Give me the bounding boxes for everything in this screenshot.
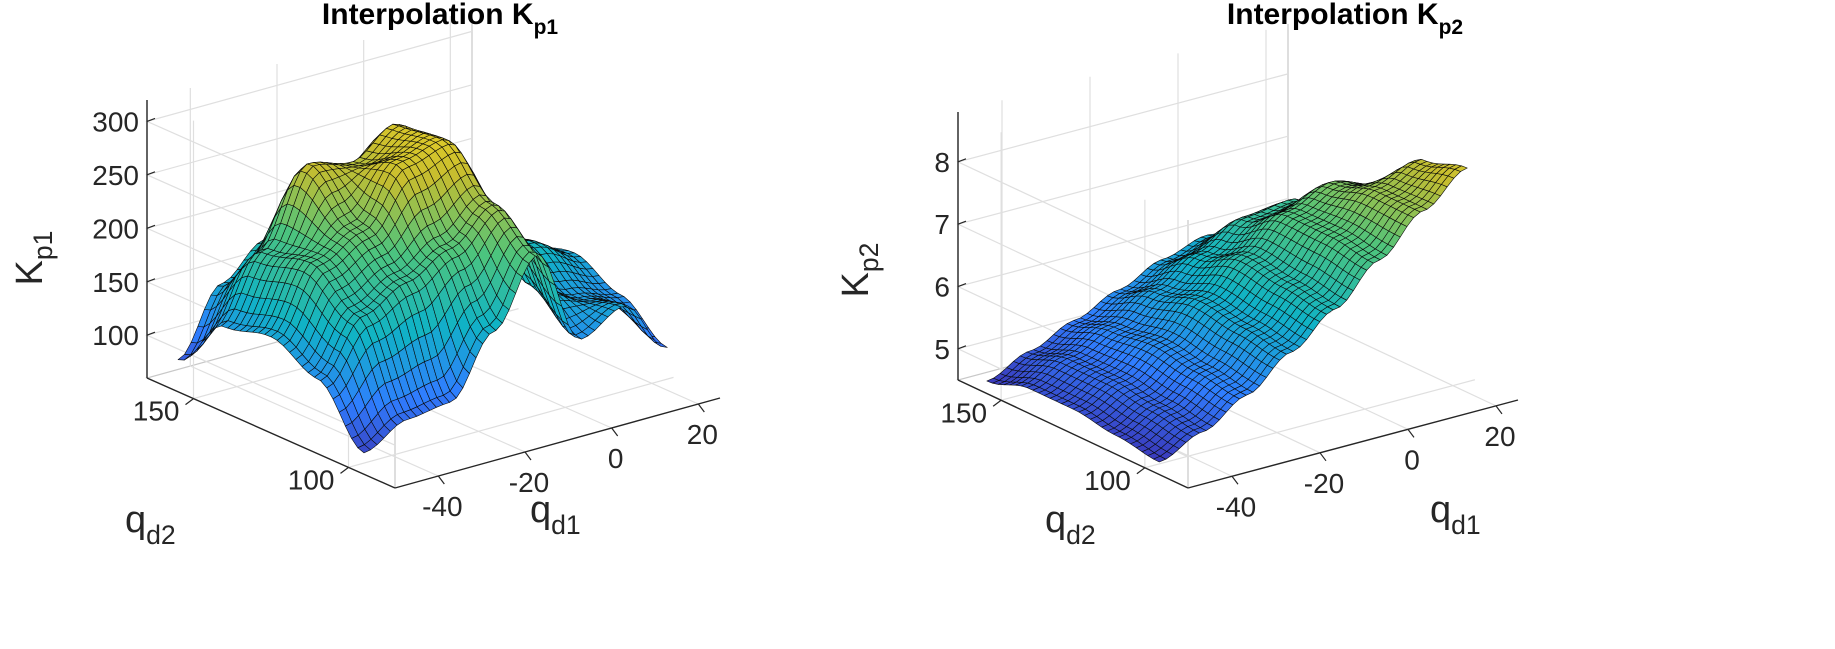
y-tick-label: 100 — [1084, 465, 1131, 496]
z-tick-label: 8 — [934, 147, 950, 178]
y-axis-line — [957, 379, 1189, 489]
y-axis-label: qd2 — [1045, 499, 1096, 550]
surface-patch — [1454, 165, 1468, 172]
y-tick-label: 150 — [940, 397, 987, 428]
y-axis-ticks: 100 150 — [133, 377, 396, 495]
z-tick-label: 250 — [92, 160, 139, 191]
z-tick-label: 200 — [92, 213, 139, 244]
x-tick-label: -40 — [422, 491, 462, 522]
y-axis-label: qd2 — [125, 499, 176, 550]
x-tick-label: 20 — [1484, 421, 1515, 452]
z-tick-label: 100 — [92, 320, 139, 351]
z-tick-label: 150 — [92, 267, 139, 298]
x-tick-label: 0 — [1404, 444, 1420, 475]
z-axis-ticks: 5 6 7 8 — [934, 112, 967, 380]
x-tick-label: -40 — [1216, 491, 1256, 522]
z-tick-label: 300 — [92, 106, 139, 137]
z-tick-label: 6 — [934, 272, 950, 303]
z-axis-label: Kp1 — [9, 231, 58, 286]
y-axis-ticks: 100 150 — [940, 379, 1189, 496]
y-axis-line — [146, 377, 396, 489]
z-tick-label: 5 — [934, 334, 950, 365]
z-axis-label: Kp2 — [835, 243, 884, 298]
x-tick-label: -20 — [1304, 468, 1344, 499]
x-tick-label: 20 — [687, 419, 718, 450]
y-tick-label: 100 — [288, 464, 335, 495]
x-axis-label: qd1 — [1430, 489, 1481, 540]
x-axis-ticks: -40 -20 0 20 — [1187, 399, 1519, 522]
x-axis-line — [1187, 399, 1519, 489]
z-axis-ticks: 100 150 200 250 300 — [92, 100, 156, 378]
z-tick-label: 7 — [934, 209, 950, 240]
x-tick-label: -20 — [509, 467, 549, 498]
x-axis-label: qd1 — [530, 489, 581, 540]
surface-patch — [654, 341, 668, 348]
x-axis-line — [394, 397, 721, 489]
y-tick-label: 150 — [133, 396, 180, 427]
x-axis-ticks: -40 -20 0 20 — [394, 397, 721, 522]
chart-title: Interpolation Kp2 — [1227, 0, 1463, 39]
chart-title: Interpolation Kp1 — [322, 0, 558, 39]
x-tick-label: 0 — [608, 443, 624, 474]
